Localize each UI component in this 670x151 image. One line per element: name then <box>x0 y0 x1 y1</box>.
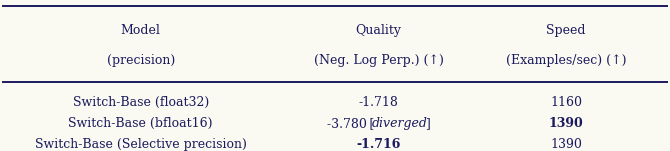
Text: 1160: 1160 <box>550 96 582 109</box>
Text: Model: Model <box>121 24 161 37</box>
Text: (Examples/sec) (↑): (Examples/sec) (↑) <box>506 54 626 67</box>
Text: 1390: 1390 <box>549 117 584 130</box>
Text: -3.780 [: -3.780 [ <box>327 117 375 130</box>
Text: Switch-Base (bfloat16): Switch-Base (bfloat16) <box>68 117 213 130</box>
Text: -1.718: -1.718 <box>358 96 399 109</box>
Text: Switch-Base (Selective precision): Switch-Base (Selective precision) <box>35 138 247 151</box>
Text: Quality: Quality <box>356 24 401 37</box>
Text: ]: ] <box>425 117 430 130</box>
Text: 1390: 1390 <box>550 138 582 151</box>
Text: diverged: diverged <box>373 117 428 130</box>
Text: Speed: Speed <box>547 24 586 37</box>
Text: (Neg. Log Perp.) (↑): (Neg. Log Perp.) (↑) <box>314 54 444 67</box>
Text: Switch-Base (float32): Switch-Base (float32) <box>72 96 209 109</box>
Text: (precision): (precision) <box>107 54 175 67</box>
Text: -1.716: -1.716 <box>356 138 401 151</box>
